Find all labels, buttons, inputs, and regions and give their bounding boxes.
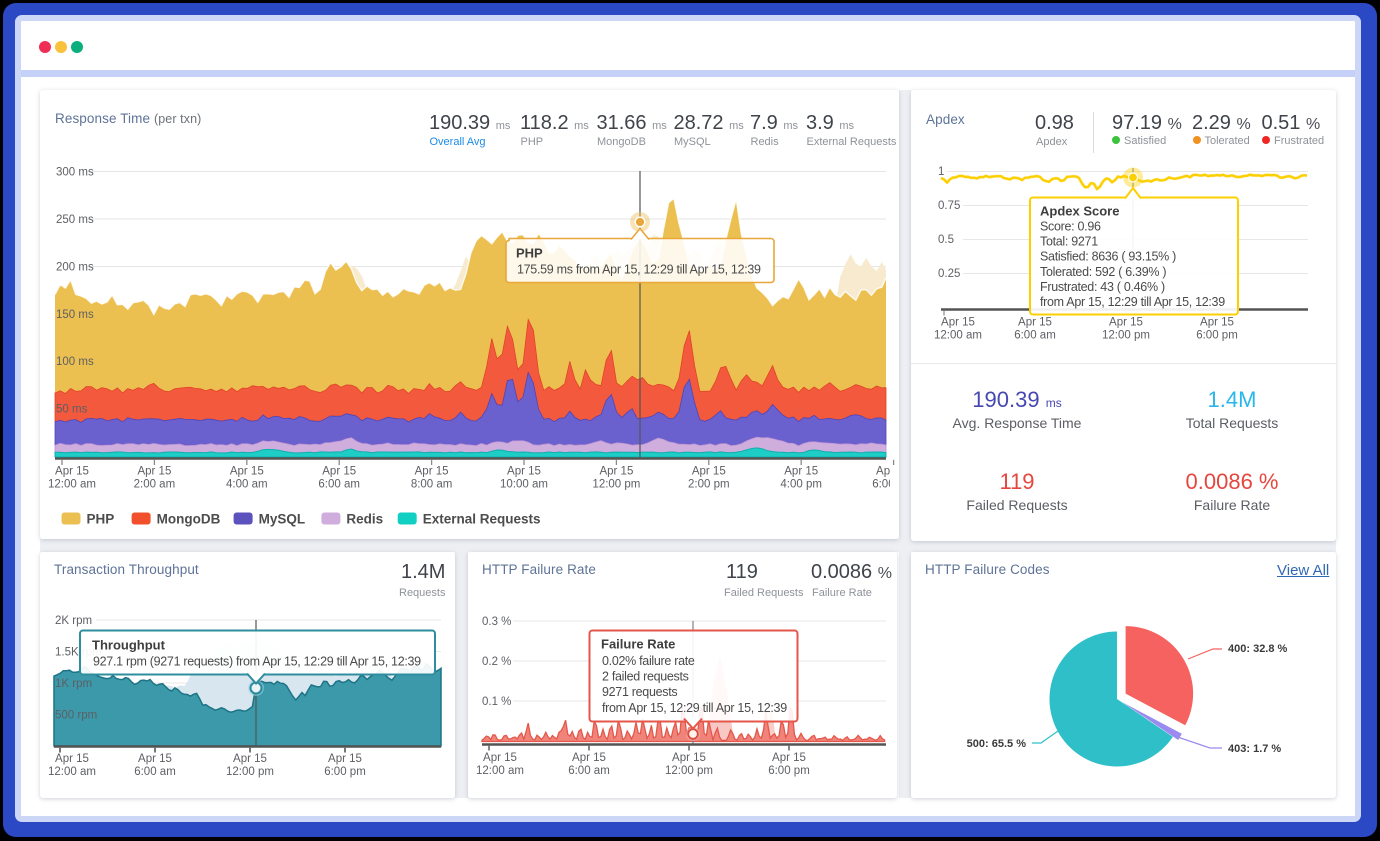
svg-text:0.1 %: 0.1 % (482, 696, 511, 708)
svg-text:12:00 pm: 12:00 pm (592, 479, 640, 491)
svg-text:8:00 am: 8:00 am (411, 479, 453, 491)
svg-text:400: 32.8 %: 400: 32.8 % (1228, 643, 1288, 655)
svg-text:Apr 15: Apr 15 (672, 752, 706, 764)
svg-text:MongoDB: MongoDB (157, 512, 221, 527)
svg-text:6:00 am: 6:00 am (1014, 330, 1056, 342)
svg-text:2 failed requests: 2 failed requests (602, 670, 689, 684)
svg-text:12:00 am: 12:00 am (476, 765, 524, 777)
svg-text:Apr 15: Apr 15 (483, 752, 517, 764)
svg-text:12:00 pm: 12:00 pm (1102, 330, 1150, 342)
svg-text:External Requests: External Requests (423, 512, 541, 527)
svg-text:6:00 pm: 6:00 pm (768, 765, 810, 777)
svg-text:150 ms: 150 ms (56, 309, 94, 321)
svg-text:12:00 am: 12:00 am (48, 766, 96, 778)
svg-text:MySQL: MySQL (259, 512, 306, 527)
svg-text:6:00 pm: 6:00 pm (872, 479, 914, 491)
svg-text:Apr 15: Apr 15 (692, 466, 726, 478)
svg-text:200 ms: 200 ms (56, 262, 94, 274)
svg-text:Apr 15: Apr 15 (784, 466, 818, 478)
svg-text:Apr 15: Apr 15 (55, 466, 89, 478)
svg-text:Apr 15: Apr 15 (138, 753, 172, 765)
svg-text:0.75: 0.75 (938, 200, 960, 212)
svg-text:50 ms: 50 ms (56, 404, 88, 416)
svg-text:from Apr 15, 12:29 till Apr 15: from Apr 15, 12:29 till Apr 15, 12:39 (1040, 295, 1225, 309)
svg-text:Apr 15: Apr 15 (599, 466, 633, 478)
svg-text:6:00 pm: 6:00 pm (1196, 330, 1238, 342)
svg-text:Satisfied: 8636 ( 93.15% ): Satisfied: 8636 ( 93.15% ) (1040, 250, 1176, 264)
svg-text:1K rpm: 1K rpm (55, 678, 92, 690)
svg-text:Throughput: Throughput (92, 638, 166, 653)
svg-text:Total: 9271: Total: 9271 (1040, 235, 1098, 249)
svg-text:300 ms: 300 ms (56, 167, 94, 179)
svg-text:2:00 am: 2:00 am (134, 479, 176, 491)
svg-text:Apr 15: Apr 15 (1200, 317, 1234, 329)
svg-text:Apr 15: Apr 15 (507, 466, 541, 478)
svg-text:4:00 pm: 4:00 pm (780, 479, 822, 491)
svg-text:2:00 pm: 2:00 pm (688, 479, 730, 491)
svg-text:from Apr 15, 12:29 till Apr 15: from Apr 15, 12:29 till Apr 15, 12:39 (602, 701, 787, 715)
svg-text:Frustrated: 43 ( 0.46% ): Frustrated: 43 ( 0.46% ) (1040, 280, 1165, 294)
svg-text:12:00 pm: 12:00 pm (665, 765, 713, 777)
svg-text:Apr 15: Apr 15 (1018, 317, 1052, 329)
svg-text:500 rpm: 500 rpm (55, 710, 97, 722)
svg-text:100 ms: 100 ms (56, 356, 94, 368)
svg-text:PHP: PHP (516, 246, 543, 261)
svg-text:6:00 am: 6:00 am (134, 766, 176, 778)
svg-text:0.25: 0.25 (938, 268, 960, 280)
svg-text:Apr 15: Apr 15 (772, 752, 806, 764)
svg-text:2K rpm: 2K rpm (55, 615, 92, 627)
svg-text:PHP: PHP (87, 512, 115, 527)
svg-text:Apr 15: Apr 15 (572, 752, 606, 764)
svg-text:Score: 0.96: Score: 0.96 (1040, 220, 1101, 234)
svg-text:1: 1 (938, 166, 944, 178)
svg-text:9271 requests: 9271 requests (602, 685, 677, 699)
svg-text:Failure Rate: Failure Rate (601, 637, 675, 652)
svg-text:250 ms: 250 ms (56, 214, 94, 226)
svg-text:0.2 %: 0.2 % (482, 656, 511, 668)
svg-text:175.59 ms from Apr 15, 12:29 t: 175.59 ms from Apr 15, 12:29 till Apr 15… (517, 263, 761, 277)
svg-text:927.1 rpm (9271 requests) from: 927.1 rpm (9271 requests) from Apr 15, 1… (93, 655, 421, 669)
svg-text:4:00 am: 4:00 am (226, 479, 268, 491)
svg-text:Tolerated: 592 ( 6.39% ): Tolerated: 592 ( 6.39% ) (1040, 265, 1166, 279)
svg-text:403: 1.7 %: 403: 1.7 % (1228, 743, 1281, 755)
svg-text:6:00 am: 6:00 am (568, 765, 610, 777)
svg-text:12:00 am: 12:00 am (934, 330, 982, 342)
svg-text:0.02% failure rate: 0.02% failure rate (602, 654, 695, 668)
svg-text:Apr 15: Apr 15 (876, 466, 910, 478)
svg-text:Apr 15: Apr 15 (233, 753, 267, 765)
svg-text:12:00 pm: 12:00 pm (226, 766, 274, 778)
svg-text:6:00 am: 6:00 am (318, 479, 360, 491)
svg-text:0.5: 0.5 (938, 234, 954, 246)
svg-text:6:00 pm: 6:00 pm (324, 766, 366, 778)
svg-text:Apr 15: Apr 15 (1109, 317, 1143, 329)
svg-text:Apr 15: Apr 15 (230, 466, 264, 478)
svg-text:Apr 15: Apr 15 (328, 753, 362, 765)
svg-text:10:00 am: 10:00 am (500, 479, 548, 491)
svg-text:Apr 15: Apr 15 (415, 466, 449, 478)
svg-text:0.3 %: 0.3 % (482, 616, 511, 628)
svg-text:Apdex Score: Apdex Score (1040, 204, 1119, 219)
svg-text:12:00 am: 12:00 am (48, 479, 96, 491)
svg-text:500: 65.5 %: 500: 65.5 % (967, 738, 1027, 750)
svg-text:Apr 15: Apr 15 (322, 466, 356, 478)
svg-text:Redis: Redis (346, 512, 383, 527)
svg-text:Apr 15: Apr 15 (941, 317, 975, 329)
svg-text:Apr 15: Apr 15 (55, 753, 89, 765)
svg-text:Apr 15: Apr 15 (137, 466, 171, 478)
